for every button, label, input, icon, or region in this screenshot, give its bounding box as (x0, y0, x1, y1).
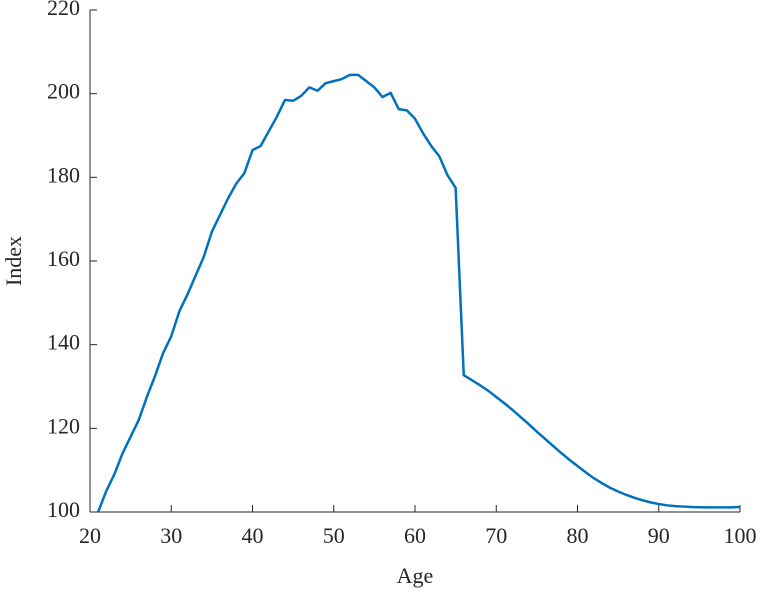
y-tick-label: 200 (47, 79, 80, 104)
y-tick-label: 100 (47, 497, 80, 522)
y-tick-label: 160 (47, 246, 80, 271)
y-tick-label: 180 (47, 162, 80, 187)
x-tick-label: 20 (79, 523, 101, 548)
x-tick-label: 90 (648, 523, 670, 548)
x-tick-label: 60 (404, 523, 426, 548)
y-tick-label: 120 (47, 413, 80, 438)
x-tick-label: 100 (724, 523, 757, 548)
x-tick-label: 70 (485, 523, 507, 548)
y-axis-label: Index (1, 236, 26, 286)
y-tick-label: 220 (47, 0, 80, 20)
data-line (96, 73, 741, 513)
x-axis-label: Age (397, 563, 434, 588)
x-tick-label: 80 (567, 523, 589, 548)
x-tick-label: 40 (242, 523, 264, 548)
x-tick-label: 30 (160, 523, 182, 548)
x-tick-label: 50 (323, 523, 345, 548)
y-tick-label: 140 (47, 330, 80, 355)
